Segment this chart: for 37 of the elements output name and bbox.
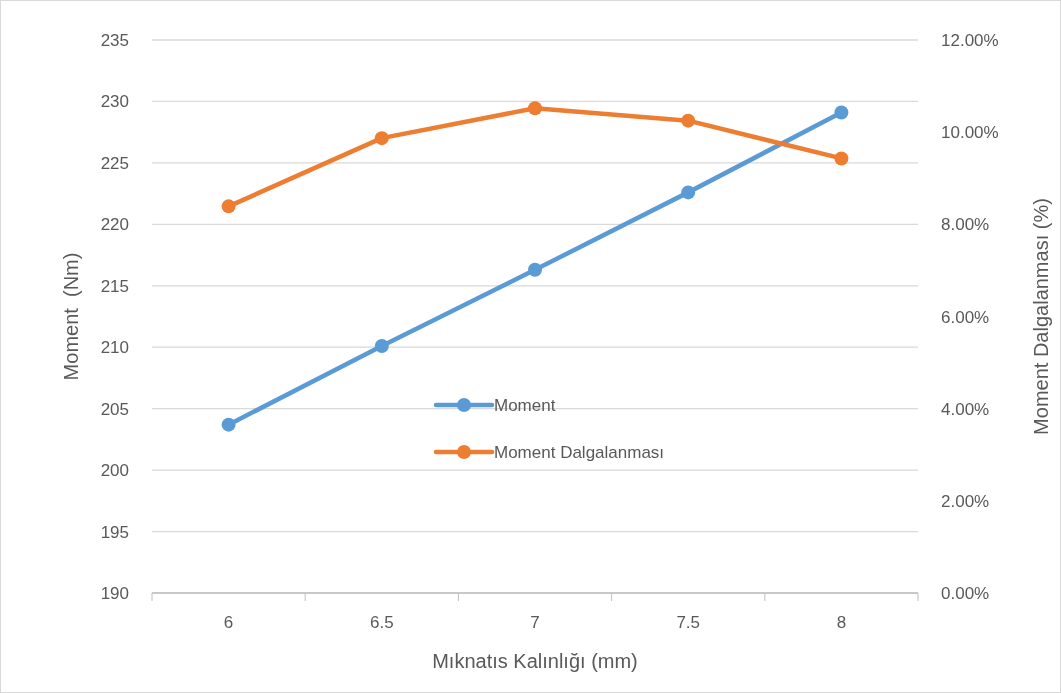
y-tick-label: 220 <box>100 215 129 235</box>
point <box>374 131 389 146</box>
y2-axis-title: Moment Dalgalanması (%) <box>1030 198 1052 435</box>
x-tick-label: 6.5 <box>369 613 394 632</box>
point <box>528 262 542 277</box>
y2-tick-label: 0.00% <box>941 584 990 603</box>
y-tick-label: 195 <box>100 522 129 542</box>
y-tick-label: 190 <box>100 584 129 603</box>
y-axis-title: Moment (Nm) <box>60 252 82 381</box>
y2-tick-label: 6.00% <box>941 307 990 327</box>
y2-tick-label: 8.00% <box>941 215 990 235</box>
y-tick-label: 200 <box>100 461 129 481</box>
legend-label: Moment <box>494 396 556 415</box>
y2-tick-label: 10.00% <box>941 123 999 143</box>
point <box>221 199 236 214</box>
x-tick-label: 7 <box>530 613 540 632</box>
y2-tick-label: 4.00% <box>941 399 990 419</box>
point <box>834 151 849 166</box>
x-axis-title: Mıknatıs Kalınlığı (mm) <box>432 650 638 672</box>
x-tick-label: 6 <box>223 613 234 632</box>
y-tick-label: 235 <box>100 31 129 50</box>
point <box>374 338 389 353</box>
x-tick-label: 8 <box>836 613 847 632</box>
legend-label: Moment Dalgalanması <box>494 443 665 462</box>
point <box>221 417 236 432</box>
point <box>528 101 542 116</box>
y-tick-label: 225 <box>100 153 129 173</box>
y-tick-label: 215 <box>100 276 129 296</box>
y-tick-label: 205 <box>100 399 129 419</box>
point <box>681 113 696 128</box>
point <box>681 185 696 200</box>
y2-tick-label: 12.00% <box>941 31 999 50</box>
x-tick-label: 7.5 <box>676 613 701 632</box>
y2-tick-label: 2.00% <box>941 491 990 511</box>
point <box>834 105 849 120</box>
y-tick-label: 230 <box>100 92 129 112</box>
y-tick-label: 210 <box>100 338 129 358</box>
